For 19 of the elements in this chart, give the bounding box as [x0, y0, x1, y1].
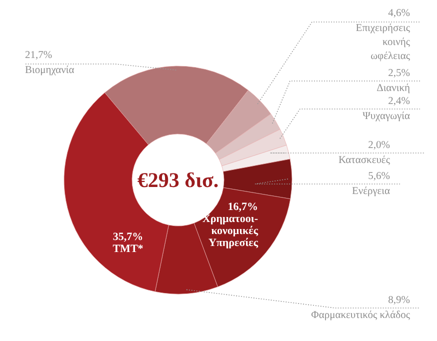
slice-label: Χρηματοοι-κονομικές Υπηρεσίες: [202, 213, 258, 249]
slice-label: Φαρμακευτικός κλάδος: [311, 310, 411, 321]
data-label: 2,4%: [388, 96, 410, 107]
data-label: 2,0%: [368, 140, 390, 151]
text: €293 δισ.: [137, 168, 219, 192]
data-label: 35,7%: [112, 231, 144, 243]
slice-label: Ενέργεια: [352, 186, 390, 197]
slice-label: Διανική: [376, 83, 410, 94]
data-label: 16,7%: [228, 201, 258, 213]
slice-label: TMT*: [112, 243, 144, 255]
data-label: 8,9%: [388, 295, 410, 306]
data-label: 2,5%: [388, 68, 410, 79]
slice-label: Βιομηχανία: [25, 65, 75, 76]
slice-label: Ψυχαγωγία: [362, 111, 410, 122]
data-label: 21,7%: [25, 50, 52, 61]
data-label: 4,6%: [388, 8, 410, 19]
data-label: 5,6%: [368, 171, 390, 182]
slice-label: Κατασκευές: [338, 155, 391, 166]
slice-label: Επιχειρήσεις κοινής ωφέλειας: [356, 23, 411, 62]
